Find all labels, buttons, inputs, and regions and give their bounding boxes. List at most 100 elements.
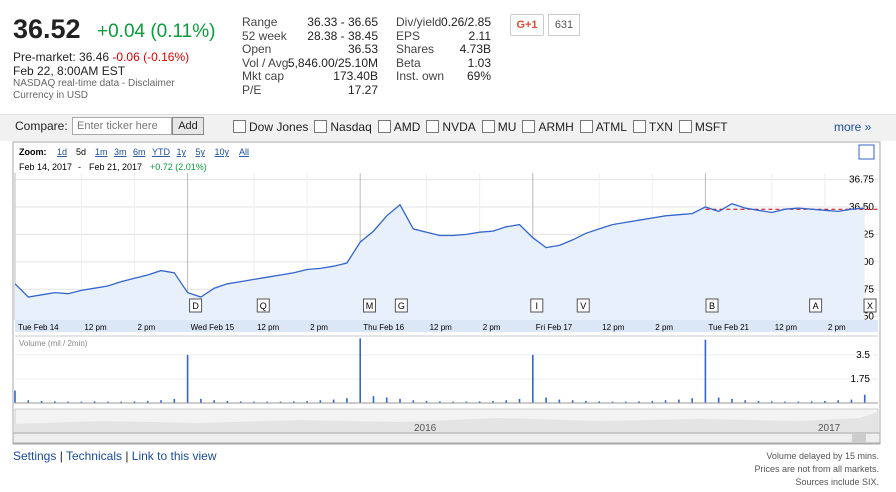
footer-notes: Volume delayed by 15 mins. Prices are not… (754, 450, 879, 489)
ticker-option[interactable]: MSFT (678, 120, 728, 134)
checkbox (233, 120, 246, 133)
flag-label: A (813, 301, 819, 311)
zoom-link[interactable]: 10y (215, 147, 230, 157)
volume-bar (824, 400, 826, 403)
price-area (15, 203, 865, 320)
sep: | (125, 449, 129, 463)
zoom-link[interactable]: 1d (57, 147, 67, 157)
volume-bar (399, 398, 401, 403)
stat-label: Shares (396, 42, 435, 56)
ticker-option[interactable]: ATML (579, 120, 627, 134)
stat-value: 0.26/2.85 (440, 15, 491, 29)
zoom-link[interactable]: 5d (76, 147, 86, 157)
volume-bar (186, 354, 189, 403)
volume-bar (239, 401, 242, 403)
volume-bar (837, 400, 839, 403)
flag-box (863, 298, 877, 313)
stat-value: 5,846.00/25.10M (287, 55, 378, 70)
ticker-name: Dow Jones (249, 120, 309, 134)
volume-bar (439, 401, 441, 403)
scrollbar[interactable] (12, 432, 881, 444)
ticker-name: ATML (595, 120, 627, 134)
event-flag[interactable]: B (705, 298, 719, 313)
volume-bar (54, 401, 56, 403)
add-button[interactable]: Add (172, 117, 204, 135)
ticker-option[interactable]: Dow Jones (233, 120, 308, 134)
navigator-shape (15, 412, 878, 433)
ticker-option[interactable]: AMD (377, 120, 420, 134)
flag-label: X (867, 301, 873, 311)
navigator-year: 2016 (414, 423, 437, 434)
volume-bar (346, 398, 348, 403)
flag-box (189, 298, 203, 313)
volume-bar (160, 400, 162, 403)
scroll-thumb[interactable] (852, 434, 866, 442)
volume-bar (40, 400, 43, 403)
event-flag[interactable]: V (576, 298, 590, 313)
flag-box (576, 298, 590, 313)
ticker-option[interactable]: NVDA (426, 120, 476, 134)
stat-value: 1.03 (467, 55, 491, 70)
event-flag[interactable]: X (863, 298, 877, 313)
plus-one[interactable]: G+1 (510, 14, 544, 36)
x-tick-label: 12 pm (257, 323, 280, 332)
expand-icon[interactable] (858, 144, 875, 160)
volume-label: Volume (mil / 2min) (19, 339, 88, 348)
volume-bar (279, 401, 282, 403)
view-link[interactable]: Link to this view (131, 449, 217, 463)
volume-bar (571, 400, 574, 403)
volume-bar (863, 394, 866, 403)
ticker-option[interactable]: ARMH (522, 120, 574, 134)
flag-box (394, 298, 408, 313)
event-flag[interactable]: I (530, 298, 544, 313)
x-tick-label: 2 pm (483, 323, 501, 332)
settings-link[interactable]: Settings (13, 449, 57, 463)
flag-box (256, 298, 270, 313)
compare-label: Compare: (15, 119, 68, 133)
volume-bar (133, 401, 136, 403)
premarket: Pre-market: 36.46 -0.06 (-0.16%) (13, 50, 189, 64)
volume-bar (744, 400, 747, 403)
volume-bar (372, 396, 375, 403)
technicals-link[interactable]: Technicals (65, 449, 122, 463)
event-flag[interactable]: M (362, 298, 376, 313)
stat-label: Vol / Avg. (242, 55, 292, 70)
ticker-name: NVDA (442, 120, 476, 134)
zoom-link[interactable]: YTD (152, 147, 171, 157)
ticker-name: MSFT (694, 120, 728, 134)
volume-bar (731, 398, 733, 403)
checkbox (522, 120, 536, 133)
volume-bar (93, 401, 96, 403)
zoom-link[interactable]: 6m (133, 147, 146, 157)
ticker-input[interactable]: Enter ticker here (72, 117, 172, 135)
zoom-link[interactable]: 1m (95, 147, 108, 157)
ticker-option[interactable]: TXN (632, 120, 673, 134)
event-flag[interactable]: A (809, 298, 823, 313)
note: Prices are not from all markets. (754, 464, 879, 474)
volume-bar (784, 401, 786, 403)
zoom-link[interactable]: All (239, 147, 249, 157)
price-line (14, 202, 865, 298)
x-tick-label: Thu Feb 16 (363, 323, 404, 332)
x-tick-label: Tue Feb 14 (18, 323, 59, 332)
navigator-year: 2017 (818, 423, 841, 434)
event-flag[interactable]: D (189, 298, 203, 313)
zoom-link[interactable]: 5y (196, 147, 206, 157)
stat-value: 4.73B (459, 42, 491, 56)
event-flag[interactable]: G (394, 298, 408, 313)
stat-value: 2.11 (468, 28, 491, 43)
zoom-link[interactable]: 3m (114, 147, 127, 157)
x-tick-label: 2 pm (310, 323, 328, 332)
ticker-option[interactable]: Nasdaq (314, 120, 372, 134)
zoom-link[interactable]: 1y (177, 147, 187, 157)
event-flag[interactable]: Q (256, 298, 270, 313)
ticker-option[interactable]: MU (481, 120, 516, 134)
volume-bar (120, 401, 123, 403)
more-link[interactable]: more » (834, 120, 872, 134)
premarket-price: 36.46 (79, 50, 110, 64)
flag-label: G (398, 301, 405, 311)
stat-label: 52 week (242, 28, 287, 43)
checkbox (579, 120, 593, 133)
volume-bar (532, 354, 534, 403)
volume-bar (359, 338, 361, 403)
